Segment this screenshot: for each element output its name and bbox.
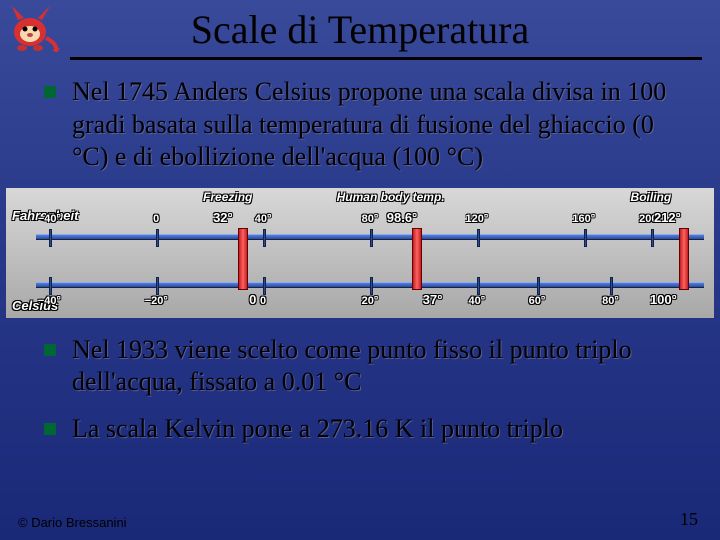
marker-bar (412, 228, 422, 290)
marker-f-value: 32° (213, 210, 233, 225)
marker-name: Boiling (631, 190, 672, 204)
bullet-item: Nel 1745 Anders Celsius propone una scal… (44, 76, 690, 174)
tick (610, 277, 613, 295)
tick (370, 277, 373, 295)
tick (651, 229, 654, 247)
bullet-text: Nel 1745 Anders Celsius propone una scal… (72, 76, 690, 174)
tick (477, 277, 480, 295)
marker-f-value: 212° (654, 210, 681, 225)
tick-label: 40° (255, 213, 272, 225)
page-number: 15 (680, 509, 698, 530)
tick-label: 20° (362, 295, 379, 307)
tick-label: 40° (469, 295, 486, 307)
tick (263, 277, 266, 295)
tick-label: 80° (602, 295, 619, 307)
celsius-axis: −40°−20°020°40°60°80° (36, 282, 704, 288)
tick (370, 229, 373, 247)
tick-label: −20° (145, 295, 168, 307)
footer-copyright: © Dario Bressanini (18, 515, 127, 530)
bullet-item: La scala Kelvin pone a 273.16 K il punto… (44, 413, 690, 446)
bullet-item: Nel 1933 viene scelto come punto fisso i… (44, 334, 690, 399)
marker-bar (679, 228, 689, 290)
tick (156, 277, 159, 295)
tick-label: 0 (153, 213, 159, 225)
tick-label: −40° (38, 295, 61, 307)
marker-c-value: 37° (423, 292, 443, 307)
bullet-marker-icon (44, 423, 56, 435)
tick-label: 80° (362, 213, 379, 225)
marker-c-value: 0 (249, 292, 256, 307)
mascot-icon (2, 2, 62, 52)
tick (263, 229, 266, 247)
bullets-top: Nel 1745 Anders Celsius propone una scal… (0, 60, 720, 174)
bullet-marker-icon (44, 86, 56, 98)
bullet-text: La scala Kelvin pone a 273.16 K il punto… (72, 413, 563, 446)
marker-labels-row: Freezing Human body temp. Boiling (6, 190, 714, 208)
tick (537, 277, 540, 295)
marker-name: Human body temp. (337, 190, 445, 204)
tick-label: 60° (529, 295, 546, 307)
tick-label: −40° (38, 213, 61, 225)
tick (584, 229, 587, 247)
tick-label: 120° (465, 213, 488, 225)
marker-f-value: 98.6° (387, 210, 418, 225)
marker-bar (238, 228, 248, 290)
marker-name: Freezing (203, 190, 252, 204)
bullet-text: Nel 1933 viene scelto come punto fisso i… (72, 334, 690, 399)
tick (477, 229, 480, 247)
tick-label: 160° (572, 213, 595, 225)
tick-label: 0 (260, 295, 266, 307)
bullets-bottom: Nel 1933 viene scelto come punto fisso i… (0, 328, 720, 446)
fahrenheit-axis: −40°040°80°120°160°200° (36, 234, 704, 240)
tick (49, 229, 52, 247)
tick (156, 229, 159, 247)
bullet-marker-icon (44, 344, 56, 356)
tick (49, 277, 52, 295)
page-title: Scale di Temperatura (0, 0, 720, 53)
marker-c-value: 100° (650, 292, 677, 307)
temperature-scales-chart: Fahrenheit Celsius FreezingHuman body te… (6, 188, 714, 318)
